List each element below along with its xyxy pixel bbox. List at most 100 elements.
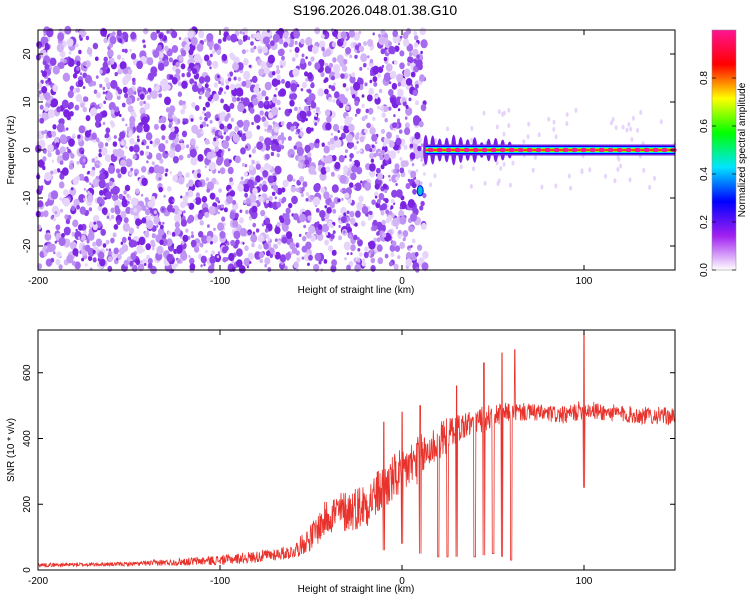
noise-dot [259, 258, 264, 264]
noise-dot [376, 231, 380, 236]
noise-dot [373, 237, 378, 243]
noise-dot [47, 109, 55, 119]
noise-dot [124, 37, 129, 43]
noise-dot [470, 125, 474, 131]
noise-dot [236, 259, 243, 268]
noise-dot [45, 233, 49, 238]
noise-dot [229, 83, 236, 91]
noise-dot [75, 228, 78, 232]
noise-dot [247, 252, 254, 260]
noise-dot [537, 132, 541, 138]
noise-dot [358, 252, 363, 257]
noise-dot [258, 195, 264, 203]
noise-dot [297, 161, 303, 169]
noise-dot [388, 106, 392, 111]
carrier-peak [589, 147, 596, 153]
noise-dot [355, 210, 361, 218]
noise-dot [217, 38, 222, 44]
carrier-peak [463, 147, 470, 153]
noise-dot [246, 265, 249, 269]
noise-dot [358, 108, 361, 112]
noise-dot [391, 189, 398, 198]
noise-dot [192, 68, 198, 75]
noise-dot [188, 255, 191, 258]
noise-dot [76, 204, 80, 210]
noise-dot [305, 36, 313, 46]
noise-dot [177, 176, 185, 185]
noise-dot [182, 104, 187, 110]
noise-dot [229, 102, 235, 109]
noise-dot [264, 203, 269, 209]
noise-dot [125, 158, 133, 168]
noise-dot [172, 199, 175, 203]
noise-dot [230, 117, 235, 123]
noise-dot [119, 38, 123, 44]
noise-dot [381, 219, 386, 226]
noise-dot [60, 135, 68, 145]
noise-dot [344, 149, 349, 154]
noise-dot [199, 220, 204, 226]
noise-dot [554, 183, 558, 189]
noise-dot [322, 223, 329, 233]
noise-dot [265, 153, 270, 160]
noise-dot [611, 116, 615, 122]
noise-dot [283, 137, 287, 141]
noise-dot [102, 121, 106, 126]
noise-dot [56, 123, 65, 133]
noise-dot [102, 243, 107, 248]
noise-dot [312, 196, 321, 206]
noise-dot [271, 71, 276, 76]
noise-dot [354, 182, 362, 191]
noise-dot [196, 43, 204, 52]
noise-dot [169, 131, 176, 140]
noise-dot [130, 167, 134, 172]
noise-dot [121, 48, 125, 53]
noise-dot [388, 45, 396, 55]
noise-dot [390, 97, 396, 104]
noise-dot [240, 176, 244, 180]
noise-dot [358, 195, 364, 203]
noise-dot [289, 49, 292, 53]
noise-dot [359, 149, 363, 153]
noise-dot [129, 48, 132, 52]
noise-dot [211, 152, 216, 158]
noise-dot [60, 208, 64, 213]
noise-dot [227, 123, 233, 130]
noise-dot [58, 181, 65, 189]
noise-dot [388, 261, 393, 267]
noise-dot [279, 254, 287, 263]
noise-dot [165, 150, 168, 154]
noise-dot [290, 126, 295, 132]
noise-dot [411, 238, 416, 244]
noise-dot [147, 72, 155, 81]
noise-dot [306, 89, 309, 93]
noise-dot [361, 258, 365, 263]
noise-dot [56, 106, 62, 113]
noise-dot [370, 257, 376, 264]
noise-dot [110, 214, 115, 220]
noise-dot [214, 145, 219, 152]
noise-dot [105, 132, 110, 139]
noise-dot [289, 93, 294, 100]
noise-dot [95, 156, 99, 160]
noise-dot [55, 142, 60, 148]
noise-dot [38, 90, 42, 95]
noise-dot [292, 93, 298, 99]
noise-dot [92, 178, 100, 188]
noise-dot [278, 38, 284, 45]
noise-dot [220, 98, 225, 104]
noise-dot [282, 179, 289, 188]
noise-dot [260, 61, 266, 69]
noise-dot [380, 210, 385, 216]
noise-dot [209, 240, 213, 245]
noise-dot [89, 221, 94, 227]
noise-dot [410, 244, 413, 248]
noise-dot [333, 64, 341, 73]
noise-dot [385, 63, 393, 72]
noise-dot [373, 81, 378, 87]
noise-dot [243, 38, 246, 42]
noise-dot [333, 82, 337, 86]
noise-dot [119, 131, 126, 140]
noise-dot [314, 252, 322, 262]
noise-dot [110, 79, 118, 89]
